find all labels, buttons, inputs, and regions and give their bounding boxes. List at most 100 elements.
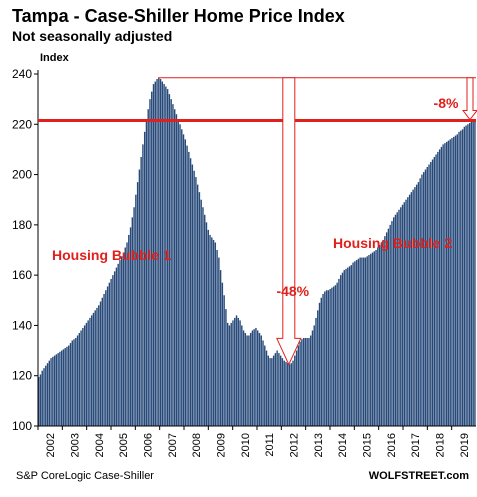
bar: [288, 364, 291, 426]
bar: [433, 156, 436, 426]
bar: [378, 244, 381, 426]
bar: [90, 315, 93, 426]
bar: [465, 125, 467, 426]
bar: [437, 151, 439, 426]
bar: [75, 338, 77, 426]
bar: [403, 202, 406, 426]
bar: [348, 266, 351, 426]
bar: [142, 144, 144, 426]
bar: [281, 358, 284, 426]
bar: [382, 239, 384, 426]
bar: [299, 341, 301, 426]
x-tick-label: 2015: [362, 433, 374, 457]
bar: [332, 286, 335, 426]
bar: [113, 271, 116, 426]
bar: [239, 320, 241, 426]
bar: [131, 217, 134, 426]
bar: [228, 325, 231, 426]
bar: [191, 164, 194, 426]
bar: [311, 330, 314, 426]
bar: [274, 353, 277, 426]
bar: [163, 84, 165, 426]
bar: [389, 224, 391, 426]
bar: [136, 182, 139, 426]
bar: [128, 234, 130, 426]
bar: [237, 317, 239, 426]
bar: [235, 315, 238, 426]
bar: [117, 263, 119, 426]
bar: [46, 363, 49, 426]
bar: [276, 350, 278, 426]
bar: [223, 295, 225, 426]
bar: [212, 239, 215, 426]
bar: [129, 227, 132, 426]
bar: [196, 184, 199, 426]
bar: [151, 91, 153, 426]
bar: [345, 268, 347, 426]
bar: [362, 257, 365, 426]
bar: [214, 242, 217, 426]
bar: [347, 267, 349, 426]
bar: [417, 182, 420, 426]
bar: [177, 119, 179, 426]
bar: [454, 135, 457, 426]
bar: [396, 212, 398, 426]
x-tick-label: 2009: [216, 433, 228, 457]
bar: [384, 236, 386, 426]
x-tick-label: 2010: [240, 433, 252, 457]
bar: [467, 124, 469, 426]
bar: [198, 192, 201, 426]
bar: [262, 340, 264, 426]
bar: [119, 260, 121, 426]
bar: [166, 89, 169, 426]
bar: [181, 129, 183, 426]
bar: [53, 355, 56, 426]
bar: [57, 353, 59, 426]
bar: [426, 167, 428, 426]
bar: [340, 275, 342, 426]
bar: [264, 345, 266, 426]
bar: [287, 363, 289, 426]
bar: [216, 250, 218, 426]
bar: [87, 320, 89, 426]
x-tick-label: 2011: [264, 433, 276, 457]
bar: [135, 194, 137, 426]
bar: [62, 349, 65, 426]
bar: [410, 192, 413, 426]
bar: [357, 258, 360, 426]
x-tick-label: 2003: [70, 433, 82, 457]
bar: [246, 335, 248, 426]
y-tick-label: 160: [12, 268, 32, 282]
bar: [449, 139, 451, 426]
x-tick-label: 2002: [45, 433, 57, 457]
bar: [244, 332, 247, 426]
bar: [60, 350, 63, 426]
bar: [43, 368, 45, 426]
annotation-gap: -8%: [434, 95, 459, 111]
bar: [122, 252, 125, 426]
y-tick-label: 180: [12, 218, 32, 232]
bar: [341, 272, 344, 426]
y-tick-label: 140: [12, 318, 32, 332]
bar: [327, 290, 330, 426]
bar: [468, 123, 471, 426]
bar: [419, 178, 421, 426]
bar: [412, 189, 414, 426]
bar: [38, 376, 40, 426]
bar: [318, 302, 321, 426]
bar: [226, 322, 229, 426]
bar: [82, 327, 84, 426]
bar: [400, 207, 402, 426]
bar: [407, 197, 409, 426]
bar: [52, 356, 54, 426]
x-tick-label: 2012: [289, 433, 301, 457]
bar: [138, 169, 141, 427]
bar: [145, 119, 148, 426]
bar: [354, 261, 356, 426]
bar: [331, 287, 333, 426]
bar: [69, 343, 72, 426]
bar: [232, 320, 234, 426]
bar: [188, 151, 190, 426]
chart-title: Tampa - Case-Shiller Home Price Index: [12, 6, 345, 26]
